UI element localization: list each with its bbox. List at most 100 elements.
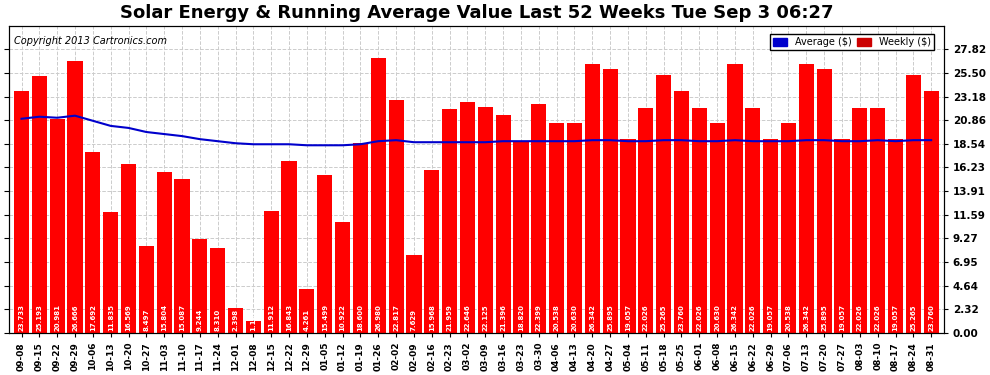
Bar bbox=[299, 290, 315, 333]
Text: 20.981: 20.981 bbox=[54, 304, 60, 332]
Bar bbox=[424, 170, 440, 333]
Legend: Average ($), Weekly ($): Average ($), Weekly ($) bbox=[770, 34, 935, 50]
Bar bbox=[32, 76, 47, 333]
Text: 11.912: 11.912 bbox=[268, 304, 274, 332]
Bar bbox=[335, 222, 350, 333]
Bar bbox=[228, 309, 244, 333]
Bar bbox=[835, 139, 849, 333]
Bar bbox=[781, 123, 796, 333]
Bar bbox=[621, 139, 636, 333]
Bar bbox=[210, 248, 226, 333]
Bar bbox=[585, 64, 600, 333]
Bar bbox=[442, 109, 457, 333]
Text: 25.265: 25.265 bbox=[660, 305, 666, 332]
Text: 18.820: 18.820 bbox=[518, 304, 524, 332]
Text: 22.026: 22.026 bbox=[749, 305, 755, 332]
Bar bbox=[156, 172, 172, 333]
Text: 19.057: 19.057 bbox=[625, 304, 631, 332]
Text: 2.398: 2.398 bbox=[233, 309, 239, 332]
Text: 23.733: 23.733 bbox=[19, 304, 25, 332]
Text: 16.843: 16.843 bbox=[286, 304, 292, 332]
Bar bbox=[50, 119, 64, 333]
Text: 26.342: 26.342 bbox=[803, 304, 810, 332]
Text: 22.399: 22.399 bbox=[536, 304, 542, 332]
Bar bbox=[763, 139, 778, 333]
Text: 19.057: 19.057 bbox=[767, 304, 773, 332]
Bar bbox=[799, 64, 814, 333]
Text: 26.666: 26.666 bbox=[72, 305, 78, 332]
Text: 22.817: 22.817 bbox=[393, 304, 399, 332]
Bar bbox=[496, 115, 511, 333]
Bar bbox=[246, 321, 261, 333]
Text: 15.804: 15.804 bbox=[161, 304, 167, 332]
Text: 11.835: 11.835 bbox=[108, 304, 114, 332]
Text: 25.265: 25.265 bbox=[911, 305, 917, 332]
Bar bbox=[745, 108, 760, 333]
Text: 18.600: 18.600 bbox=[357, 304, 363, 332]
Bar bbox=[549, 123, 564, 333]
Text: 17.692: 17.692 bbox=[90, 304, 96, 332]
Bar bbox=[888, 139, 903, 333]
Bar bbox=[174, 179, 190, 333]
Text: 26.980: 26.980 bbox=[375, 304, 381, 332]
Bar bbox=[67, 61, 82, 333]
Text: 22.026: 22.026 bbox=[857, 305, 863, 332]
Bar bbox=[603, 69, 618, 333]
Text: 8.310: 8.310 bbox=[215, 309, 221, 332]
Bar bbox=[478, 107, 493, 333]
Bar bbox=[924, 91, 939, 333]
Text: 20.630: 20.630 bbox=[571, 304, 577, 332]
Text: 9.244: 9.244 bbox=[197, 309, 203, 332]
Bar bbox=[103, 212, 118, 333]
Bar bbox=[870, 108, 885, 333]
Text: 20.630: 20.630 bbox=[714, 304, 720, 332]
Text: 15.968: 15.968 bbox=[429, 304, 435, 332]
Text: 19.057: 19.057 bbox=[839, 304, 845, 332]
Bar bbox=[817, 69, 832, 333]
Text: 21.396: 21.396 bbox=[500, 304, 506, 332]
Text: 22.026: 22.026 bbox=[875, 305, 881, 332]
Bar bbox=[656, 75, 671, 333]
Bar bbox=[567, 123, 582, 333]
Bar bbox=[263, 211, 279, 333]
Bar bbox=[352, 143, 368, 333]
Text: 19.057: 19.057 bbox=[893, 304, 899, 332]
Text: 22.026: 22.026 bbox=[696, 305, 702, 332]
Text: 22.646: 22.646 bbox=[464, 304, 470, 332]
Text: 25.193: 25.193 bbox=[37, 304, 43, 332]
Bar bbox=[692, 108, 707, 333]
Bar bbox=[906, 75, 921, 333]
Text: 8.497: 8.497 bbox=[144, 309, 149, 332]
Text: 25.895: 25.895 bbox=[607, 304, 613, 332]
Text: Copyright 2013 Cartronics.com: Copyright 2013 Cartronics.com bbox=[14, 36, 166, 46]
Text: 22.125: 22.125 bbox=[482, 305, 488, 332]
Text: 26.342: 26.342 bbox=[589, 304, 595, 332]
Bar bbox=[639, 108, 653, 333]
Bar bbox=[370, 58, 386, 333]
Text: 23.760: 23.760 bbox=[678, 304, 684, 332]
Bar bbox=[192, 238, 208, 333]
Text: 7.629: 7.629 bbox=[411, 309, 417, 332]
Bar bbox=[532, 105, 546, 333]
Text: 20.538: 20.538 bbox=[553, 304, 559, 332]
Text: 1.162: 1.162 bbox=[250, 309, 256, 332]
Text: 20.538: 20.538 bbox=[785, 304, 791, 332]
Bar bbox=[121, 164, 136, 333]
Bar bbox=[514, 141, 529, 333]
Bar bbox=[852, 108, 867, 333]
Bar bbox=[85, 153, 100, 333]
Text: 15.087: 15.087 bbox=[179, 304, 185, 332]
Bar bbox=[460, 102, 475, 333]
Bar bbox=[674, 91, 689, 333]
Text: 21.959: 21.959 bbox=[446, 304, 452, 332]
Text: 23.760: 23.760 bbox=[929, 304, 935, 332]
Bar bbox=[710, 123, 725, 333]
Bar bbox=[281, 161, 297, 333]
Bar bbox=[388, 100, 404, 333]
Bar bbox=[139, 246, 154, 333]
Text: 22.026: 22.026 bbox=[643, 305, 648, 332]
Text: 26.342: 26.342 bbox=[732, 304, 738, 332]
Bar bbox=[14, 91, 29, 333]
Bar bbox=[728, 64, 742, 333]
Text: 25.895: 25.895 bbox=[821, 304, 828, 332]
